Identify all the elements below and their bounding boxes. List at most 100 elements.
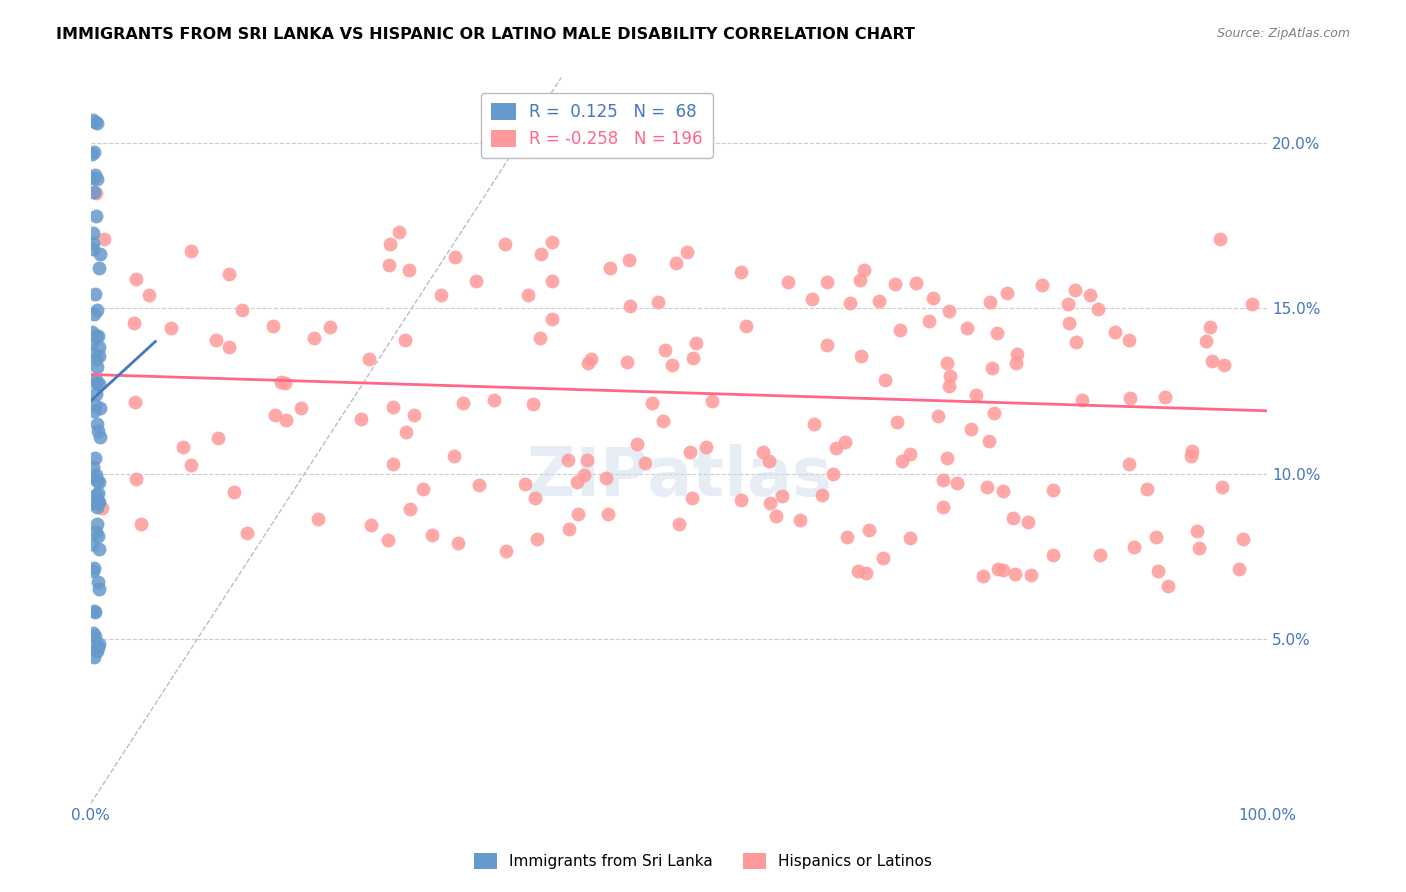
Point — [811, 488, 834, 502]
Point — [596, 507, 619, 521]
Point — [84, 605, 107, 619]
Point — [1017, 516, 1039, 530]
Point — [1005, 346, 1028, 360]
Point — [86, 172, 108, 186]
Point — [84, 351, 107, 366]
Point — [875, 373, 897, 387]
Point — [848, 273, 870, 287]
Point — [758, 454, 780, 468]
Point — [1227, 562, 1250, 576]
Point — [83, 604, 105, 618]
Point — [838, 296, 860, 310]
Point — [381, 457, 404, 471]
Point — [541, 273, 564, 287]
Point — [579, 351, 602, 366]
Point — [661, 358, 683, 372]
Point — [981, 360, 1004, 375]
Point — [124, 272, 146, 286]
Point — [274, 376, 297, 390]
Point — [82, 226, 104, 240]
Point — [89, 246, 111, 260]
Point — [87, 541, 110, 556]
Point — [124, 394, 146, 409]
Point — [86, 517, 108, 532]
Point — [682, 351, 704, 365]
Point — [443, 449, 465, 463]
Point — [1232, 532, 1254, 546]
Point — [1087, 301, 1109, 316]
Point — [87, 640, 110, 655]
Point — [1211, 480, 1233, 494]
Point — [889, 323, 911, 337]
Point — [350, 411, 373, 425]
Point — [986, 326, 1008, 341]
Point — [946, 476, 969, 491]
Point — [991, 563, 1014, 577]
Point — [955, 320, 977, 334]
Point — [987, 562, 1010, 576]
Point — [695, 440, 717, 454]
Point — [83, 145, 105, 160]
Point — [394, 425, 416, 439]
Point — [83, 636, 105, 650]
Point — [730, 265, 752, 279]
Point — [82, 537, 104, 551]
Point — [1070, 393, 1092, 408]
Point — [84, 628, 107, 642]
Point — [1118, 334, 1140, 348]
Point — [84, 467, 107, 482]
Point — [652, 414, 675, 428]
Point — [412, 482, 434, 496]
Point — [125, 472, 148, 486]
Point — [84, 329, 107, 343]
Point — [567, 508, 589, 522]
Point — [541, 312, 564, 326]
Point — [87, 329, 110, 343]
Point — [654, 343, 676, 357]
Point — [87, 486, 110, 500]
Point — [855, 566, 877, 580]
Point — [82, 335, 104, 350]
Point — [359, 352, 381, 367]
Point — [837, 530, 859, 544]
Point — [1057, 316, 1080, 330]
Point — [82, 459, 104, 474]
Point — [522, 396, 544, 410]
Point — [82, 243, 104, 257]
Point — [422, 528, 444, 542]
Point — [468, 478, 491, 492]
Point — [86, 116, 108, 130]
Point — [138, 288, 160, 302]
Point — [84, 525, 107, 540]
Point — [93, 232, 115, 246]
Point — [91, 500, 114, 515]
Point — [443, 250, 465, 264]
Point — [378, 237, 401, 252]
Point — [557, 453, 579, 467]
Point — [263, 408, 285, 422]
Point — [82, 347, 104, 361]
Point — [815, 338, 838, 352]
Point — [917, 314, 939, 328]
Point — [82, 564, 104, 578]
Point — [204, 333, 226, 347]
Point — [82, 496, 104, 510]
Point — [1195, 334, 1218, 349]
Point — [574, 468, 596, 483]
Point — [274, 413, 297, 427]
Point — [558, 522, 581, 536]
Point — [1078, 287, 1101, 301]
Point — [82, 170, 104, 185]
Point — [936, 356, 959, 370]
Point — [1181, 444, 1204, 458]
Point — [1240, 296, 1263, 310]
Point — [751, 445, 773, 459]
Point — [565, 475, 588, 490]
Point — [1188, 541, 1211, 555]
Point — [1157, 578, 1180, 592]
Point — [180, 458, 202, 473]
Point — [231, 303, 253, 318]
Point — [453, 396, 475, 410]
Point — [84, 376, 107, 391]
Point — [86, 302, 108, 317]
